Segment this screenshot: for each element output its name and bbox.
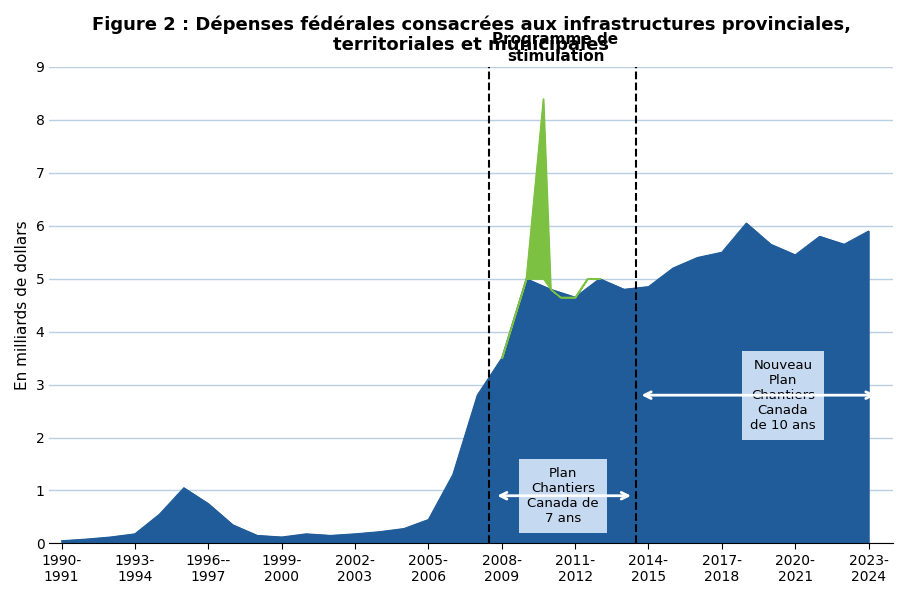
Text: Nouveau
Plan
Chantiers
Canada
de 10 ans: Nouveau Plan Chantiers Canada de 10 ans <box>750 359 815 432</box>
Y-axis label: En milliards de dollars: En milliards de dollars <box>15 220 30 390</box>
Text: Plan
Chantiers
Canada de
7 ans: Plan Chantiers Canada de 7 ans <box>527 467 598 525</box>
Text: Programme de
stimulation: Programme de stimulation <box>492 32 618 64</box>
Title: Figure 2 : Dépenses fédérales consacrées aux infrastructures provinciales,
terri: Figure 2 : Dépenses fédérales consacrées… <box>92 15 851 55</box>
